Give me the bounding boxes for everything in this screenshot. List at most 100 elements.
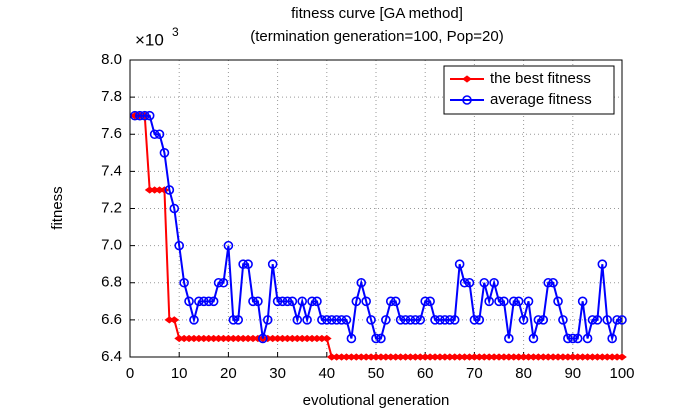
data-point — [208, 296, 219, 307]
data-point — [174, 240, 184, 251]
data-point — [464, 277, 475, 288]
data-point — [302, 315, 312, 325]
legend-box — [443, 65, 615, 115]
data-point — [312, 296, 322, 307]
data-point — [553, 296, 563, 307]
data-point — [262, 315, 273, 325]
data-point — [508, 296, 519, 307]
data-point — [395, 315, 406, 325]
data-point — [400, 315, 411, 325]
data-point — [440, 315, 450, 325]
data-point — [139, 110, 150, 121]
data-point — [390, 296, 401, 307]
data-point — [381, 315, 391, 325]
data-point — [518, 315, 529, 325]
data-point — [336, 315, 347, 325]
data-point — [258, 333, 268, 344]
data-point — [484, 296, 494, 307]
data-point — [528, 333, 539, 344]
data-point — [415, 315, 426, 325]
data-point — [169, 316, 180, 324]
data-point — [474, 315, 485, 325]
data-point — [449, 315, 460, 325]
data-point — [159, 148, 170, 158]
data-point — [253, 296, 263, 307]
multiplier: ×10 — [135, 30, 164, 49]
data-point — [567, 333, 578, 344]
data-point — [248, 296, 258, 307]
data-point — [607, 333, 617, 344]
data-point — [548, 277, 558, 288]
x-tick-label: 10 — [171, 365, 188, 382]
legend-label: average fitness — [490, 91, 592, 108]
data-point — [533, 315, 544, 325]
data-point — [558, 315, 568, 325]
data-point — [149, 129, 160, 140]
data-point — [351, 296, 362, 307]
series-line — [134, 114, 622, 358]
data-point — [321, 334, 332, 343]
data-point — [563, 333, 573, 344]
data-point — [213, 277, 224, 288]
data-point — [543, 277, 554, 288]
x-tick-label: 0 — [126, 365, 134, 382]
x-tick-label: 70 — [466, 365, 483, 382]
data-point — [238, 259, 248, 269]
y-tick-label: 6.4 — [101, 348, 122, 365]
data-point — [499, 296, 509, 307]
data-point — [199, 296, 209, 307]
x-tick-label: 30 — [269, 365, 286, 382]
multiplier-exponent: 3 — [172, 25, 179, 39]
chart-title: fitness curve [GA method] — [291, 5, 463, 22]
data-point — [326, 315, 337, 325]
data-point — [179, 277, 189, 288]
x-axis-label: evolutional generation — [303, 392, 450, 409]
data-point — [479, 277, 490, 288]
data-point — [223, 240, 234, 251]
data-point — [159, 186, 170, 194]
data-point — [612, 315, 622, 325]
data-point — [459, 277, 470, 288]
data-point — [189, 315, 199, 325]
data-point — [341, 315, 352, 325]
data-point — [307, 296, 317, 307]
data-point — [425, 296, 435, 307]
y-tick-label: 6.8 — [101, 274, 122, 291]
data-point — [410, 315, 421, 325]
y-tick-label: 8.0 — [101, 51, 122, 68]
data-point — [385, 296, 396, 307]
data-point — [194, 296, 204, 307]
data-point — [587, 315, 598, 325]
data-point — [164, 185, 175, 195]
data-point — [454, 259, 465, 269]
data-point — [346, 333, 357, 344]
y-tick-label: 7.6 — [101, 125, 122, 142]
chart-subtitle: (termination generation=100, Pop=20) — [250, 28, 504, 45]
data-point — [504, 333, 514, 344]
data-point — [135, 110, 145, 121]
data-point — [243, 259, 253, 269]
x-tick-label: 40 — [318, 365, 335, 382]
data-point — [321, 315, 332, 325]
legend-marker — [462, 95, 472, 105]
data-point — [538, 315, 549, 325]
series-line — [134, 114, 622, 343]
data-point — [282, 296, 293, 307]
data-point — [435, 315, 445, 325]
data-point — [144, 110, 155, 121]
data-point — [582, 333, 593, 344]
data-point — [572, 333, 583, 344]
y-tick-label: 7.4 — [101, 162, 122, 179]
y-tick-label: 7.2 — [101, 199, 122, 216]
data-point — [376, 333, 386, 344]
data-point — [292, 315, 303, 325]
data-point — [356, 277, 367, 288]
x-tick-label: 50 — [368, 365, 385, 382]
data-point — [494, 296, 504, 307]
y-tick-label: 7.8 — [101, 88, 122, 105]
data-point — [469, 315, 480, 325]
data-point — [272, 296, 283, 307]
data-point — [371, 333, 381, 344]
data-point — [592, 315, 603, 325]
